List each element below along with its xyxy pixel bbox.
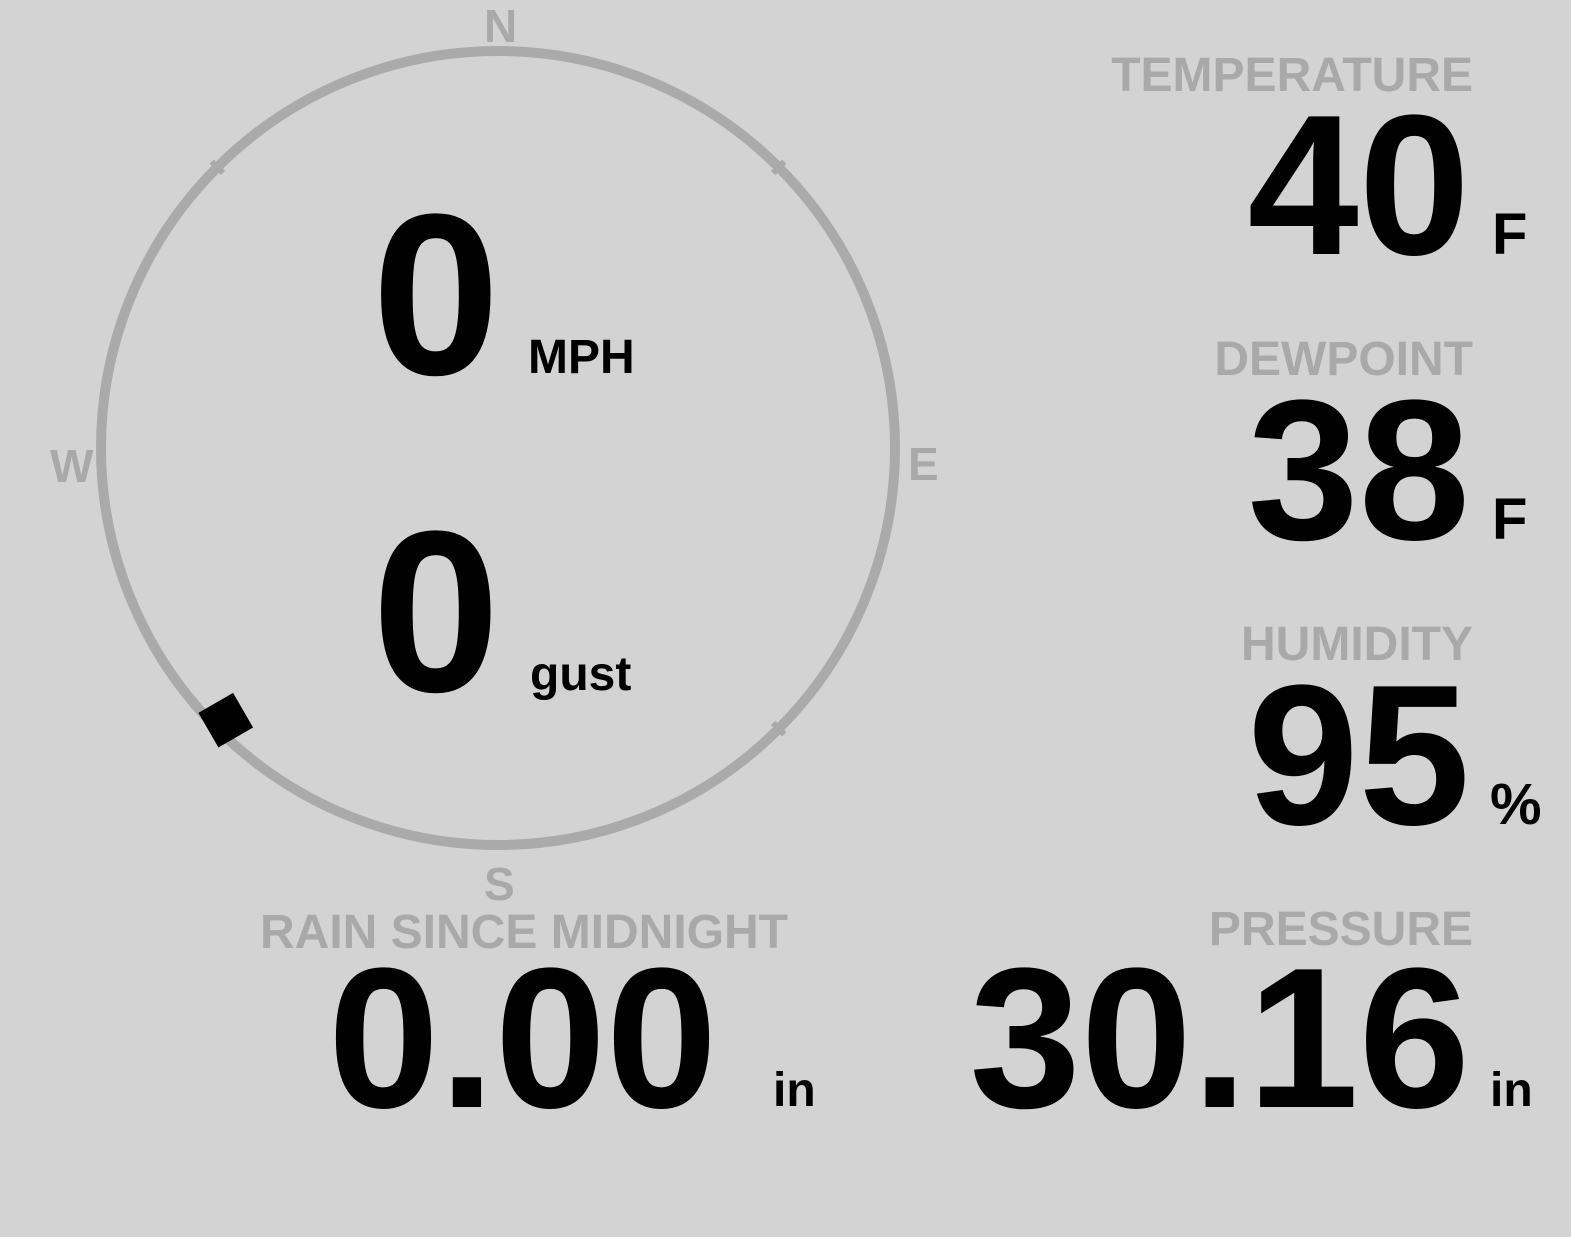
compass-tick (770, 720, 787, 737)
compass-ring (96, 46, 900, 850)
humidity-value: 95 (1247, 644, 1470, 867)
wind-direction-marker (198, 692, 254, 748)
compass-west-label: W (50, 440, 94, 492)
dewpoint-unit: F (1492, 487, 1528, 552)
rain-unit: in (773, 1064, 816, 1117)
temperature-unit: F (1492, 202, 1528, 267)
wind-speed-unit: MPH (528, 331, 635, 384)
rain-label: RAIN SINCE MIDNIGHT (260, 906, 788, 959)
compass-east-label: E (908, 438, 939, 490)
pressure-label: PRESSURE (1208, 903, 1473, 956)
wind-gust-value: 0 (372, 483, 500, 740)
temperature-value: 40 (1247, 74, 1470, 297)
dewpoint-label: DEWPOINT (1214, 333, 1473, 386)
compass-tick (770, 159, 787, 176)
humidity-unit: % (1490, 772, 1542, 837)
temperature-label: TEMPERATURE (1111, 49, 1473, 102)
compass-north-label: N (484, 0, 518, 52)
wind-gust-label: gust (530, 648, 632, 701)
wind-speed-value: 0 (372, 166, 500, 423)
pressure-value: 30.16 (969, 927, 1471, 1150)
dewpoint-value: 38 (1247, 359, 1470, 582)
compass-south-label: S (484, 858, 515, 910)
humidity-label: HUMIDITY (1241, 618, 1473, 671)
rain-value: 0.00 (328, 927, 718, 1150)
compass-tick (209, 159, 226, 176)
pressure-unit: in (1490, 1064, 1533, 1117)
